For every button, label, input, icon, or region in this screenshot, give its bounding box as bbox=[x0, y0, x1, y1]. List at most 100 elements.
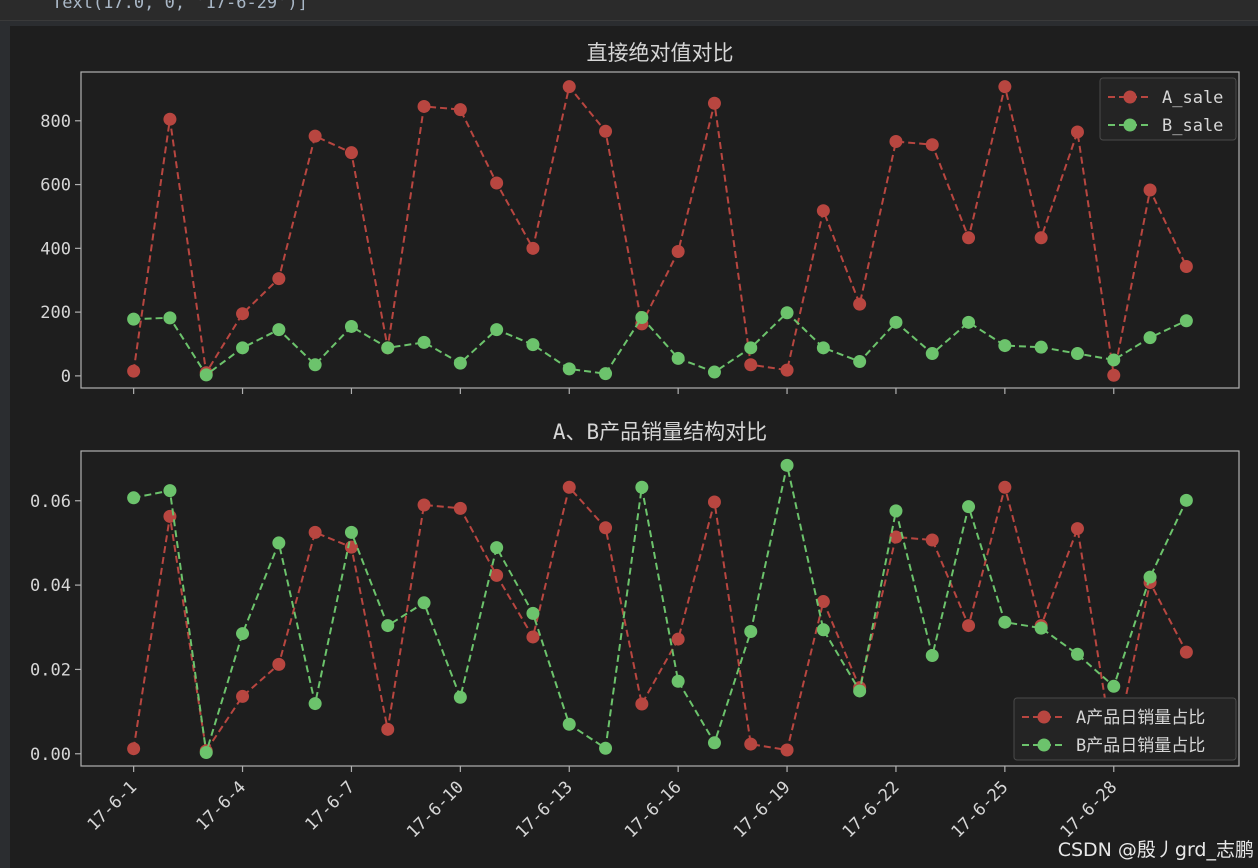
data-point bbox=[925, 533, 939, 547]
data-point bbox=[272, 657, 286, 671]
data-point bbox=[816, 341, 830, 355]
data-point bbox=[998, 339, 1012, 353]
data-point bbox=[236, 627, 250, 641]
data-point bbox=[127, 312, 141, 326]
data-point bbox=[1107, 679, 1121, 693]
axes-frame bbox=[80, 71, 1240, 389]
data-point bbox=[417, 335, 431, 349]
data-point bbox=[744, 737, 758, 751]
cell-output-text: Text(17.0, 0, '17-6-29')] bbox=[52, 0, 308, 13]
data-point bbox=[1070, 347, 1084, 361]
series-line-a bbox=[132, 483, 1188, 754]
data-point bbox=[744, 624, 758, 638]
data-point bbox=[490, 176, 504, 190]
x-tick-label: 17-6-4 bbox=[193, 777, 251, 835]
data-point bbox=[599, 124, 613, 138]
legend-label: B_sale bbox=[1162, 116, 1223, 136]
data-point bbox=[381, 341, 395, 355]
data-point bbox=[998, 480, 1012, 494]
data-point bbox=[1143, 183, 1157, 197]
data-point bbox=[599, 521, 613, 535]
data-point bbox=[562, 717, 576, 731]
data-point bbox=[998, 80, 1012, 94]
data-point bbox=[526, 630, 540, 644]
data-point bbox=[1143, 331, 1157, 345]
data-point bbox=[889, 315, 903, 329]
data-point bbox=[381, 722, 395, 736]
data-point bbox=[1179, 493, 1193, 507]
data-point bbox=[853, 297, 867, 311]
data-point bbox=[199, 746, 213, 760]
x-tick-label: 17-6-25 bbox=[948, 777, 1013, 842]
data-point bbox=[599, 741, 613, 755]
data-point bbox=[417, 596, 431, 610]
data-point bbox=[272, 272, 286, 286]
notebook-cell-output: Text(17.0, 0, '17-6-29')] bbox=[0, 0, 1258, 21]
data-point bbox=[272, 323, 286, 337]
data-point bbox=[780, 363, 794, 377]
data-point bbox=[236, 689, 250, 703]
legend-swatch-marker bbox=[1037, 710, 1051, 724]
data-point bbox=[1070, 522, 1084, 536]
data-point bbox=[308, 697, 322, 711]
data-point bbox=[453, 690, 467, 704]
data-point bbox=[1179, 260, 1193, 274]
data-point bbox=[453, 103, 467, 117]
x-tick-label: 17-6-28 bbox=[1056, 777, 1121, 842]
x-tick-label: 17-6-10 bbox=[403, 777, 468, 842]
data-point bbox=[526, 338, 540, 352]
data-point bbox=[962, 231, 976, 245]
data-point bbox=[127, 491, 141, 505]
data-point bbox=[1034, 340, 1048, 354]
data-point bbox=[526, 606, 540, 620]
data-point bbox=[344, 319, 358, 333]
data-point bbox=[707, 96, 721, 110]
legend-swatch-marker bbox=[1037, 738, 1051, 752]
x-tick-label: 17-6-22 bbox=[839, 777, 904, 842]
data-point bbox=[816, 623, 830, 637]
data-point bbox=[671, 674, 685, 688]
data-point bbox=[962, 619, 976, 633]
data-point bbox=[272, 536, 286, 550]
data-point bbox=[671, 245, 685, 259]
data-point bbox=[962, 500, 976, 514]
data-point bbox=[236, 307, 250, 321]
data-point bbox=[453, 501, 467, 515]
legend-label: A产品日销量占比 bbox=[1076, 708, 1205, 728]
data-point bbox=[707, 495, 721, 509]
data-point bbox=[1034, 231, 1048, 245]
legend-swatch-marker bbox=[1123, 90, 1137, 104]
y-tick-label: 600 bbox=[40, 176, 71, 196]
x-tick-label: 17-6-19 bbox=[730, 777, 795, 842]
data-point bbox=[526, 241, 540, 255]
chart-panel-1: 直接绝对值对比 0 200 400 600 800 A_sale B_sale bbox=[40, 41, 1240, 394]
x-tick-label: 17-6-16 bbox=[621, 777, 686, 842]
x-tick-label: 17-6-7 bbox=[301, 777, 359, 835]
data-point bbox=[490, 568, 504, 582]
data-point bbox=[163, 311, 177, 325]
chart-title: 直接绝对值对比 bbox=[587, 41, 734, 65]
data-point bbox=[308, 358, 322, 372]
data-point bbox=[925, 138, 939, 152]
y-tick-label: 0.02 bbox=[30, 660, 71, 680]
data-point bbox=[562, 480, 576, 494]
chart-title: A、B产品销量结构对比 bbox=[553, 420, 767, 444]
y-tick-label: 0.06 bbox=[30, 492, 71, 512]
data-point bbox=[1107, 353, 1121, 367]
y-tick-label: 400 bbox=[40, 239, 71, 259]
legend-box bbox=[1013, 697, 1237, 761]
data-point bbox=[925, 347, 939, 361]
data-point bbox=[127, 742, 141, 756]
data-point bbox=[599, 367, 613, 381]
data-point bbox=[744, 341, 758, 355]
series-line-a bbox=[132, 84, 1188, 376]
data-point bbox=[1143, 570, 1157, 584]
data-point bbox=[744, 358, 758, 372]
data-point bbox=[163, 112, 177, 126]
legend-label: B产品日销量占比 bbox=[1076, 736, 1205, 756]
data-point bbox=[1070, 647, 1084, 661]
x-tick-label: 17-6-1 bbox=[84, 777, 142, 835]
data-point bbox=[780, 458, 794, 472]
legend-swatch-marker bbox=[1123, 118, 1137, 132]
data-point bbox=[707, 736, 721, 750]
